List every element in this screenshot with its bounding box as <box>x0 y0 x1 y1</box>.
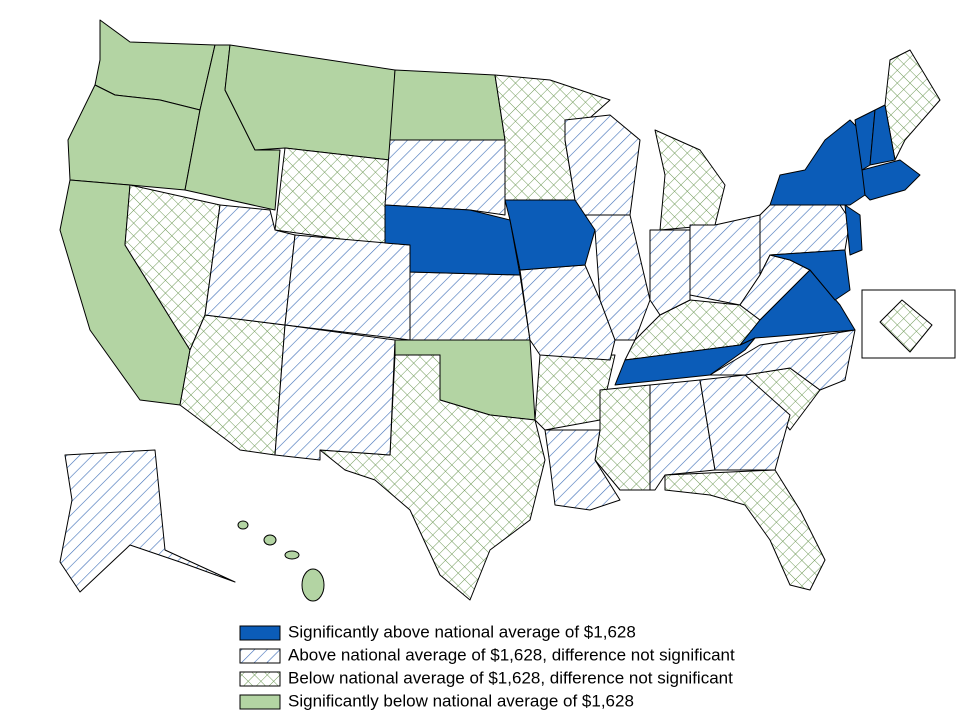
state <box>237 520 249 530</box>
state <box>274 324 396 461</box>
state <box>544 429 621 511</box>
state <box>519 264 616 361</box>
state <box>274 147 391 246</box>
states <box>59 19 941 602</box>
state <box>709 329 856 391</box>
state <box>699 374 791 471</box>
state <box>664 469 826 591</box>
legend-label: Significantly above national average of … <box>288 622 636 641</box>
state <box>861 159 921 201</box>
state <box>263 534 277 546</box>
state <box>409 271 531 341</box>
state <box>389 69 506 141</box>
state <box>284 550 300 560</box>
state <box>844 204 863 256</box>
state <box>654 129 726 231</box>
state <box>284 234 411 341</box>
state <box>579 214 651 341</box>
state <box>384 204 521 276</box>
dc-inset <box>861 289 956 359</box>
state <box>384 139 506 216</box>
state <box>504 199 596 271</box>
state <box>179 314 286 456</box>
legend-label: Significantly below national average of … <box>288 691 634 710</box>
state <box>769 119 866 206</box>
legend-label: Above national average of $1,628, differ… <box>288 645 735 664</box>
legend-swatch <box>239 648 281 664</box>
state <box>769 249 851 301</box>
state <box>564 114 641 216</box>
state <box>301 568 325 602</box>
legend-swatch <box>239 671 281 687</box>
state <box>649 229 691 316</box>
state <box>869 104 896 166</box>
state <box>59 449 236 593</box>
legend-label: Below national average of $1,628, differ… <box>288 668 733 687</box>
legend-swatch <box>239 694 281 710</box>
legend-swatch <box>239 625 281 641</box>
state <box>319 354 546 601</box>
state <box>879 299 933 353</box>
state <box>884 49 941 161</box>
legend: Significantly above national average of … <box>239 622 735 710</box>
